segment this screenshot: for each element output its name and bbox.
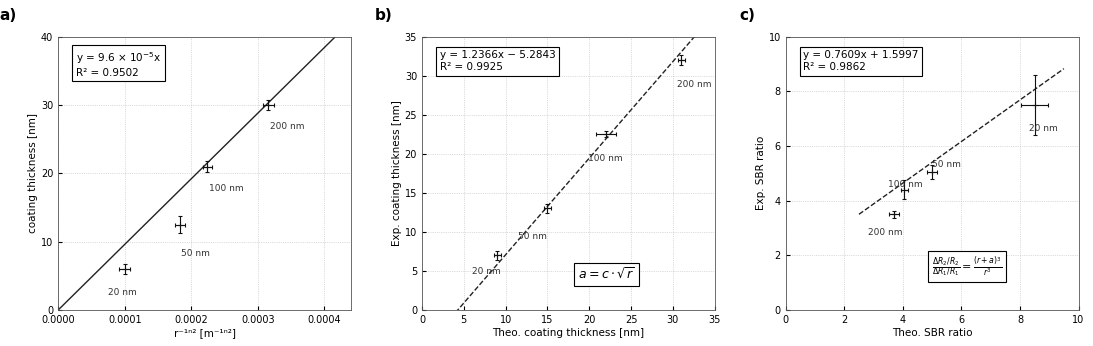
Text: 20 nm: 20 nm (472, 267, 501, 276)
Text: 100 nm: 100 nm (889, 180, 922, 189)
Text: 200 nm: 200 nm (677, 80, 712, 89)
Text: 100 nm: 100 nm (209, 184, 243, 193)
Text: 50 nm: 50 nm (518, 232, 546, 241)
Text: 200 nm: 200 nm (270, 122, 304, 131)
Text: $a = c \cdot \sqrt{r}$: $a = c \cdot \sqrt{r}$ (578, 267, 635, 282)
X-axis label: r⁻¹ⁿ² [m⁻¹ⁿ²]: r⁻¹ⁿ² [m⁻¹ⁿ²] (174, 328, 235, 338)
Text: a): a) (0, 8, 16, 23)
Text: 100 nm: 100 nm (588, 154, 622, 163)
Text: $\frac{\Delta R_2/R_2}{\Delta R_1/R_1} = \frac{(r+a)^3}{r^3}$: $\frac{\Delta R_2/R_2}{\Delta R_1/R_1} =… (932, 255, 1002, 278)
Y-axis label: Exp. SBR ratio: Exp. SBR ratio (756, 136, 766, 210)
Text: 200 nm: 200 nm (868, 228, 902, 237)
Text: 20 nm: 20 nm (108, 288, 137, 297)
Text: 50 nm: 50 nm (181, 248, 210, 257)
Text: 50 nm: 50 nm (932, 160, 961, 169)
Y-axis label: Exp. coating thickness [nm]: Exp. coating thickness [nm] (391, 100, 402, 246)
Text: y = 1.2366x − 5.2843
R² = 0.9925: y = 1.2366x − 5.2843 R² = 0.9925 (439, 50, 555, 72)
X-axis label: Theo. SBR ratio: Theo. SBR ratio (892, 328, 973, 338)
Text: 20 nm: 20 nm (1029, 124, 1058, 133)
Text: c): c) (739, 8, 755, 23)
Text: y = 0.7609x + 1.5997
R² = 0.9862: y = 0.7609x + 1.5997 R² = 0.9862 (803, 50, 919, 72)
Text: b): b) (375, 8, 392, 23)
X-axis label: Theo. coating thickness [nm]: Theo. coating thickness [nm] (492, 328, 645, 338)
Text: y = 9.6 × 10$^{-5}$x
R² = 0.9502: y = 9.6 × 10$^{-5}$x R² = 0.9502 (75, 50, 161, 78)
Y-axis label: coating thickness [nm]: coating thickness [nm] (28, 113, 38, 233)
